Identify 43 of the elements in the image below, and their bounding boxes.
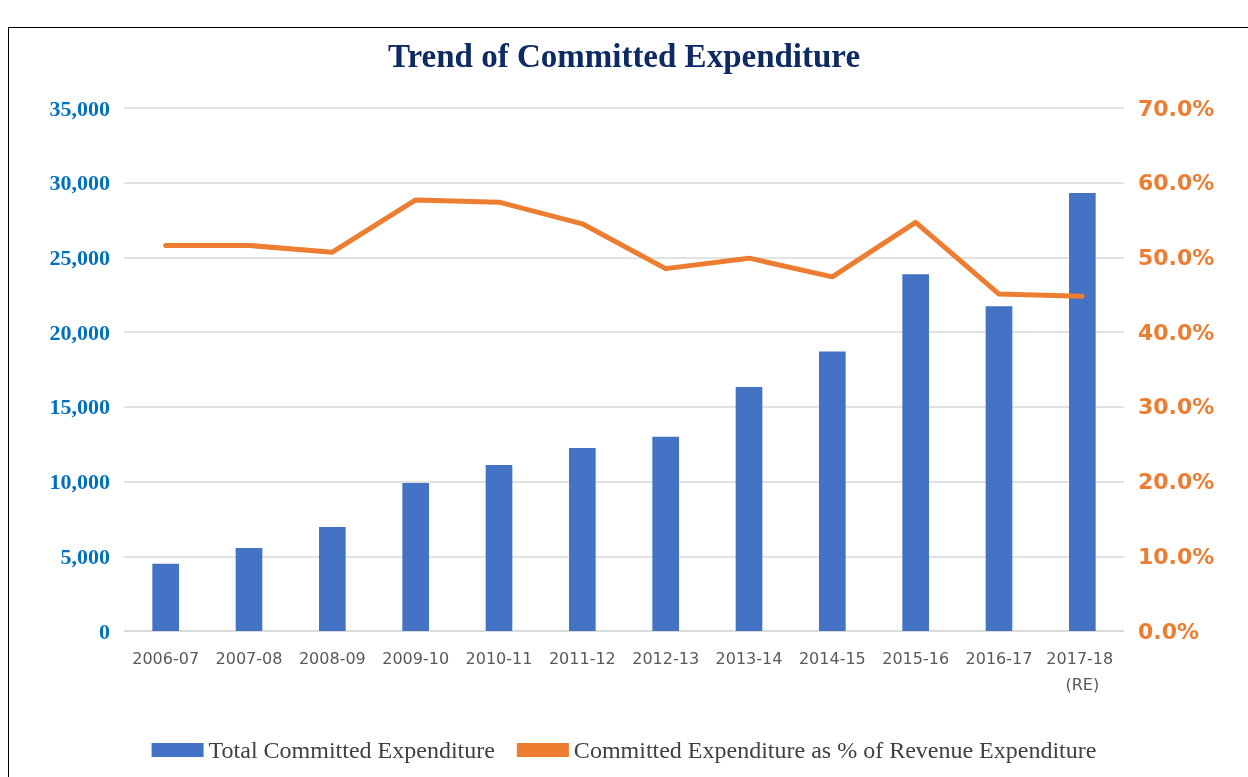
y2-tick-label: 70.0% — [1138, 95, 1215, 121]
x-tick-label: 2009-10 — [382, 648, 450, 668]
y2-tick-label: 60.0% — [1138, 170, 1215, 196]
x-tick-label: 2010-11 — [465, 648, 533, 668]
x-tick-label: 2006-07 — [132, 648, 200, 668]
bar — [235, 547, 263, 631]
bar — [652, 436, 679, 631]
bar — [152, 563, 179, 631]
y-tick-label: 15,000 — [49, 394, 110, 420]
bar — [735, 386, 763, 631]
bar — [902, 274, 929, 631]
bar — [569, 447, 596, 631]
y-tick-label: 35,000 — [49, 95, 110, 121]
y2-tick-label: 0.0% — [1138, 618, 1200, 644]
bar — [1069, 192, 1096, 631]
x-tick-label: 2015-16 — [882, 648, 950, 668]
x-tick-label: 2013-14 — [715, 648, 783, 668]
bar — [985, 306, 1013, 631]
chart-title: Trend of Committed Expenditure — [387, 37, 861, 74]
x-tick-label: 2007-08 — [215, 648, 283, 668]
y-tick-label: 10,000 — [49, 469, 110, 495]
bar — [402, 482, 429, 631]
legend-label: Total Committed Expenditure — [208, 737, 495, 763]
x-tick-label: 2017-18 (RE) — [1046, 648, 1119, 694]
bar — [819, 351, 846, 631]
legend-label: Committed Expenditure as % of Revenue Expenditure — [573, 737, 1097, 763]
y-tick-label: 0 — [99, 618, 110, 644]
y-tick-label: 5,000 — [60, 543, 110, 569]
bar — [319, 527, 346, 631]
y-tick-label: 20,000 — [49, 319, 110, 345]
y-tick-label: 30,000 — [49, 170, 110, 196]
y2-tick-label: 10.0% — [1138, 543, 1215, 569]
x-tick-label: 2008-09 — [298, 648, 366, 668]
y-tick-label: 25,000 — [49, 244, 110, 270]
x-tick-label: 2014-15 — [798, 648, 866, 668]
y2-tick-label: 40.0% — [1138, 319, 1215, 345]
bar — [485, 464, 513, 631]
x-tick-label: 2016-17 — [965, 648, 1033, 668]
y2-tick-label: 50.0% — [1138, 244, 1215, 270]
x-tick-label: 2011-12 — [548, 648, 616, 668]
y2-tick-label: 20.0% — [1138, 469, 1215, 495]
y2-tick-label: 30.0% — [1138, 394, 1215, 420]
x-tick-label: 2012-13 — [632, 648, 700, 668]
